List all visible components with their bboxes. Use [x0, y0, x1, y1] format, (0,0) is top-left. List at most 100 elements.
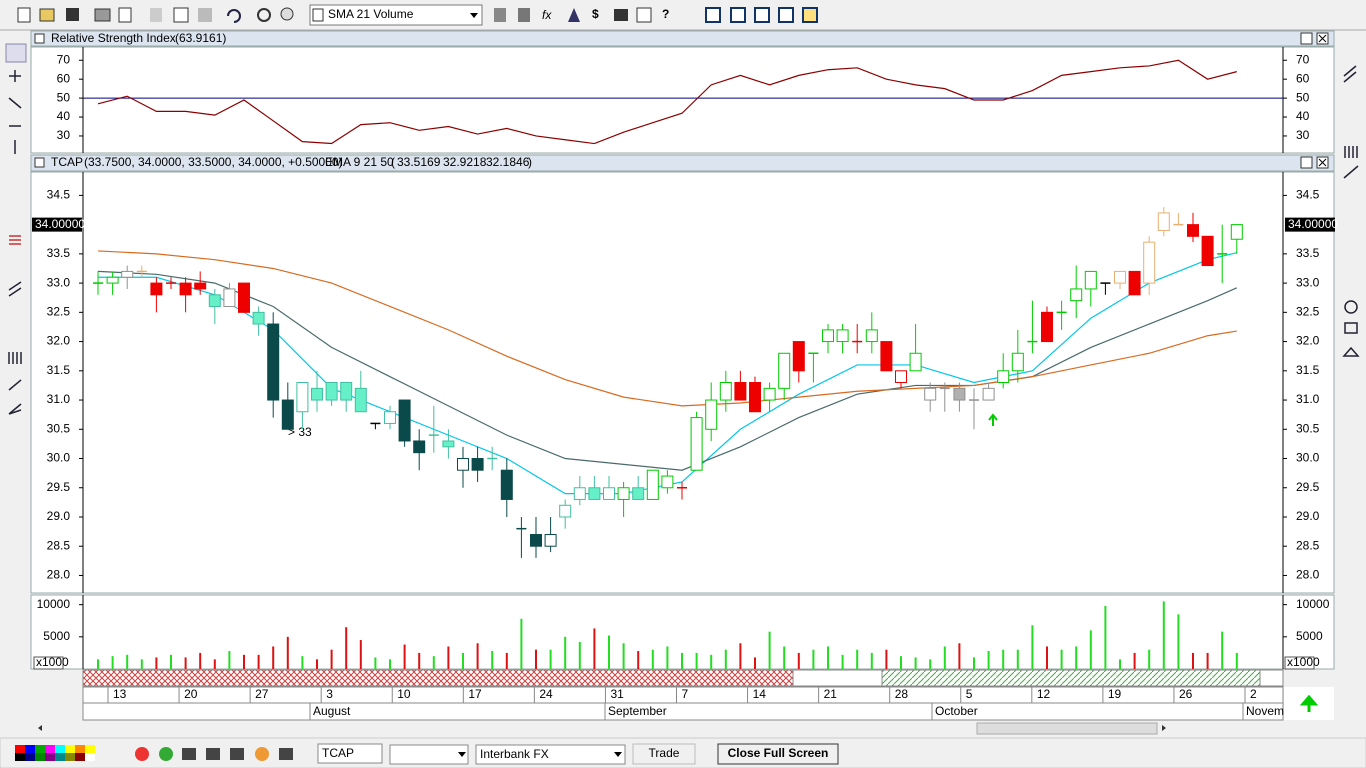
date-label: 19 — [1108, 687, 1122, 701]
candle-body — [194, 282, 207, 290]
indicator-select[interactable] — [309, 4, 483, 26]
icon-new[interactable] — [17, 7, 31, 23]
date-label: 20 — [184, 687, 198, 701]
icon-w5[interactable] — [802, 7, 818, 23]
date-label: 3 — [326, 687, 333, 701]
tool-fib[interactable] — [9, 235, 21, 245]
candle-body — [530, 534, 542, 547]
symbol-input[interactable] — [317, 743, 383, 764]
close-x — [1318, 158, 1327, 167]
icon-copy[interactable] — [173, 7, 189, 23]
close-full-screen-button[interactable] — [717, 743, 839, 765]
icon-paste[interactable] — [198, 8, 212, 22]
icon-binoculars[interactable] — [614, 9, 628, 21]
icon[interactable] — [159, 747, 173, 761]
ema-paren: ) — [528, 155, 532, 169]
ohlc-readout: (33.7500, 34.0000, 33.5000, 34.0000, +0.… — [84, 155, 343, 169]
icon-save[interactable] — [66, 8, 79, 21]
y-tick-label: 29.5 — [47, 480, 71, 494]
color-palette[interactable] — [15, 745, 95, 761]
y-tick-label: 28.5 — [1296, 538, 1320, 552]
maximize-button[interactable] — [1300, 32, 1313, 45]
icon-open[interactable] — [39, 8, 55, 22]
y-tick-label: 5000 — [43, 629, 70, 643]
candle-body — [763, 387, 776, 401]
y-tick-label: 30.0 — [1296, 451, 1320, 465]
candle-body — [1187, 224, 1199, 237]
candle-body — [296, 382, 309, 413]
tool-r3[interactable] — [1343, 165, 1359, 179]
icon-w2[interactable] — [730, 7, 746, 23]
dropdown-arrow — [470, 13, 478, 18]
icon-w1[interactable] — [705, 7, 721, 23]
broker-select[interactable] — [475, 744, 626, 765]
tool-gann[interactable] — [8, 352, 22, 364]
candle-body — [603, 487, 615, 500]
icon-w4[interactable] — [778, 7, 794, 23]
icon-fx[interactable]: fx — [542, 8, 552, 22]
icon-cut[interactable] — [150, 8, 162, 22]
icon-b[interactable] — [518, 8, 530, 22]
last-price-box — [32, 217, 82, 232]
candle-body — [997, 370, 1010, 383]
maximize-button[interactable] — [1300, 156, 1313, 169]
tool-rect[interactable] — [1344, 322, 1358, 334]
month-label: Novem — [1246, 704, 1284, 718]
trade-button[interactable] — [632, 743, 696, 765]
tool-pointer[interactable] — [5, 43, 27, 63]
candle-body — [311, 387, 323, 401]
icon-zoom[interactable] — [280, 7, 294, 21]
icon-undo[interactable] — [227, 9, 241, 23]
icon-d[interactable] — [636, 7, 652, 23]
unit-box — [33, 656, 64, 670]
date-label: 26 — [1179, 687, 1193, 701]
icon[interactable] — [279, 748, 293, 760]
up-arrow[interactable] — [1299, 694, 1319, 712]
icon[interactable] — [255, 747, 269, 761]
y-tick-label: 40 — [1296, 109, 1310, 123]
toolbar-icons — [17, 7, 294, 23]
icon-c[interactable] — [568, 8, 580, 22]
icon-preview[interactable] — [118, 7, 132, 23]
tool-r2[interactable] — [1344, 146, 1358, 158]
candle-body — [880, 341, 893, 372]
tool-trend[interactable] — [8, 379, 22, 391]
icon-w3[interactable] — [754, 7, 770, 23]
session-hatch — [82, 669, 794, 687]
tool-ellipse[interactable] — [1344, 300, 1358, 314]
left-toolstrip — [0, 31, 30, 736]
icon-a[interactable] — [494, 8, 506, 22]
candle-body — [705, 399, 718, 430]
price-header — [30, 154, 1335, 172]
indicator-select-text: SMA 21 Volume — [328, 7, 414, 21]
y-tick-label: 50 — [1296, 90, 1310, 104]
tool-r1[interactable] — [1343, 65, 1357, 83]
icon[interactable] — [230, 748, 244, 760]
tool-cross[interactable] — [9, 70, 21, 82]
dropdown-arrow — [458, 752, 466, 757]
candle-body — [267, 323, 280, 401]
y-tick-label: 33.5 — [47, 246, 71, 260]
dropdown-arrow — [614, 752, 622, 757]
scroll-thumb[interactable] — [976, 722, 1158, 735]
tool-line[interactable] — [8, 97, 22, 109]
tool-fan[interactable] — [8, 403, 22, 415]
symbol-title: TCAP — [51, 155, 83, 169]
icon[interactable] — [135, 747, 149, 761]
tool-triangle[interactable] — [1342, 346, 1360, 357]
trade-button-text: Trade — [649, 746, 680, 760]
icon-help[interactable]: ? — [662, 7, 669, 21]
icon[interactable] — [182, 748, 196, 760]
rsi-readout: (63.9161) — [175, 31, 226, 45]
ema-paren: ( — [391, 155, 395, 169]
icon-print[interactable] — [94, 8, 111, 22]
icon[interactable] — [206, 748, 220, 760]
tool-channel[interactable] — [8, 281, 22, 297]
icon-dollar[interactable]: $ — [592, 7, 599, 21]
candle-body — [1201, 235, 1214, 267]
candle-body — [1128, 270, 1141, 296]
empty-select[interactable] — [389, 744, 469, 765]
candle-body — [179, 282, 192, 296]
icon-crosshair[interactable] — [257, 8, 271, 22]
